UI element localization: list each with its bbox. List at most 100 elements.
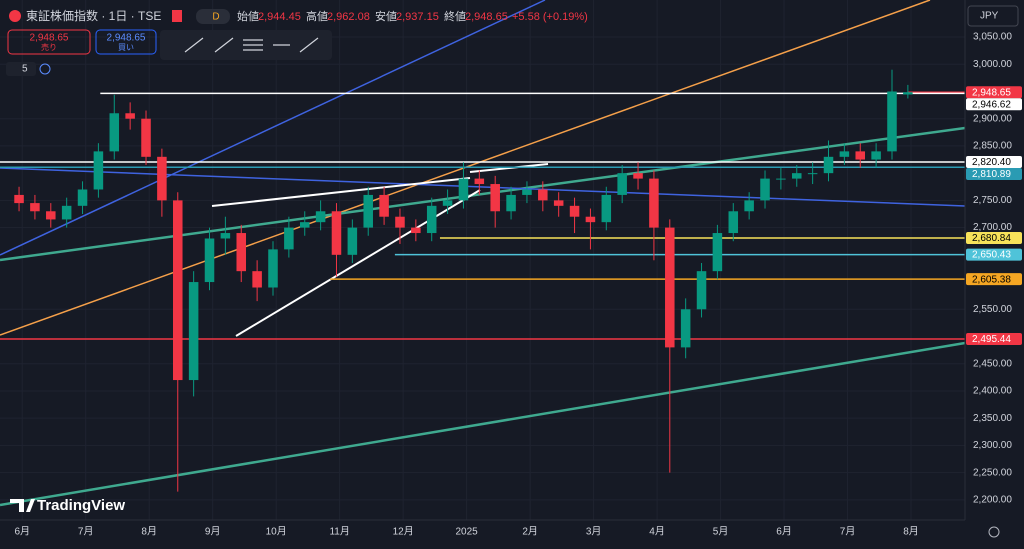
x-tick-label: 8月 — [903, 526, 919, 538]
candle-body — [474, 178, 485, 185]
y-tick-label: 3,000.00 — [973, 59, 1012, 70]
y-tick-label: 2,400.00 — [973, 386, 1012, 397]
candle-body — [268, 249, 278, 288]
candle-body — [665, 227, 675, 348]
candle-body — [617, 173, 627, 195]
trendline — [211, 177, 471, 207]
y-tick-label: 2,700.00 — [973, 222, 1012, 233]
candle-body — [760, 178, 770, 201]
brand-logo — [10, 499, 35, 512]
badge — [196, 9, 230, 24]
y-tick-label: 2,250.00 — [973, 467, 1012, 478]
price-tag-label: 2,820.40 — [972, 157, 1011, 168]
y-tick-label: 2,900.00 — [973, 113, 1012, 124]
open: 2,944.45 — [258, 11, 301, 23]
sell-price: 2,948.65 — [30, 33, 69, 44]
candle-body — [442, 200, 453, 206]
candle-body — [728, 211, 739, 234]
currency-button[interactable] — [967, 5, 1019, 27]
candle-body — [506, 194, 516, 212]
candle-body — [744, 200, 754, 212]
candle-body — [680, 309, 691, 348]
price-tag-label: 2,650.43 — [972, 250, 1011, 261]
x-tick-label: 11月 — [329, 526, 349, 538]
price-tag — [966, 273, 1022, 286]
trendline — [0, 341, 966, 507]
candle-body — [109, 113, 120, 152]
candle-body — [553, 200, 564, 206]
settings[interactable] — [988, 526, 1000, 538]
x-tick-label: 6月 — [14, 526, 30, 538]
candle-body — [839, 151, 850, 157]
candle-body — [855, 151, 866, 160]
candle-body — [30, 203, 40, 212]
candle-body — [347, 227, 358, 255]
price-tag — [966, 86, 1022, 99]
badge-text: D — [212, 12, 219, 23]
low: 2,937.15 — [396, 11, 439, 23]
candle-body — [395, 216, 405, 228]
candle-body — [633, 173, 643, 179]
x-tick-label: 8月 — [141, 526, 157, 538]
candle-body — [157, 156, 167, 201]
candle-body — [46, 211, 56, 220]
candle-body — [490, 184, 500, 212]
candle-body — [712, 233, 723, 272]
candle-body — [696, 271, 707, 310]
x-tick-label: 5月 — [713, 526, 729, 538]
x-tick-label: 7月 — [78, 526, 94, 538]
candle-body — [871, 151, 881, 160]
candle-body — [204, 238, 215, 283]
candle-body — [220, 233, 231, 239]
sell-label: 売り — [41, 42, 57, 52]
candle-body — [776, 178, 786, 180]
candle-body — [411, 227, 421, 234]
candle-body — [887, 91, 897, 152]
candle-body — [284, 227, 294, 250]
change: +5.58 (+0.19%) — [512, 11, 588, 23]
candle-body — [426, 205, 437, 234]
candle-body — [791, 173, 802, 179]
x-tick-label: 12月 — [393, 526, 414, 538]
candle-body — [903, 92, 913, 95]
price-tag — [966, 156, 1022, 169]
price-tag — [966, 232, 1022, 245]
flag[interactable] — [172, 10, 182, 22]
trendline — [0, 126, 966, 262]
candle-body — [61, 205, 72, 220]
sell-button[interactable] — [7, 29, 91, 55]
candle-body — [14, 194, 24, 204]
candle-body — [569, 205, 580, 217]
x-tick-label: 10月 — [266, 526, 287, 538]
x-tick-label: 4月 — [649, 526, 665, 538]
x-tick-label: 3月 — [586, 526, 602, 538]
low-label: 安値 — [375, 9, 397, 23]
buy-price: 2,948.65 — [107, 33, 146, 44]
candle-body — [188, 282, 199, 381]
y-tick-label: 2,300.00 — [973, 440, 1012, 451]
candle-body — [823, 156, 834, 174]
x-tick-label: 7月 — [840, 526, 856, 538]
trendline — [235, 189, 481, 337]
y-tick-label: 2,550.00 — [973, 304, 1012, 315]
price-tag-label: 2,948.65 — [972, 87, 1011, 98]
candle-body — [522, 189, 532, 195]
symbol: 東証株価指数 · 1日 · TSE — [26, 8, 161, 23]
price-tag-label: 2,946.62 — [972, 99, 1011, 110]
high: 2,962.08 — [327, 11, 370, 23]
price-tag-label: 2,810.89 — [972, 169, 1011, 180]
price-tag — [966, 168, 1022, 181]
candle-body — [538, 189, 548, 201]
price-tag-label: 2,680.84 — [972, 233, 1011, 244]
candle-body — [299, 222, 310, 228]
indicator-count: 5 — [22, 64, 28, 75]
candle-body — [173, 200, 183, 381]
candle-body — [458, 178, 469, 201]
indicator-toggle[interactable] — [6, 62, 36, 76]
candle-body — [315, 211, 326, 223]
candle-body — [93, 151, 104, 190]
close-label: 終値 — [444, 9, 466, 23]
buy-button[interactable] — [95, 29, 157, 55]
x-tick-label: 2月 — [522, 526, 538, 538]
